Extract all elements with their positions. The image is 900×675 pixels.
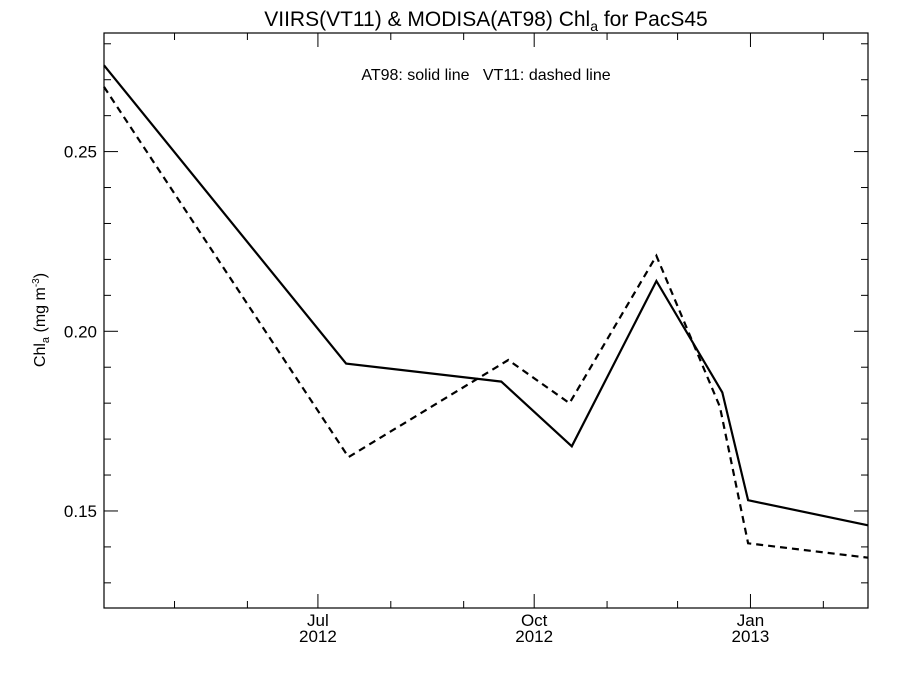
y-axis-label-unit-close: ) — [32, 273, 49, 278]
legend-text: AT98: solid line VT11: dashed line — [361, 67, 610, 84]
plot-frame — [103, 32, 869, 609]
x-tick-label-year: 2012 — [515, 627, 553, 646]
x-tick-label-month: Jan — [737, 611, 764, 630]
y-axis-label-unit: (mg m — [32, 287, 49, 337]
y-axis-label: Chla (mg m-3) — [31, 273, 52, 367]
y-axis-label-main: Chl — [32, 343, 49, 367]
y-axis-label-subscript: a — [40, 336, 52, 343]
series-line-at98 — [103, 64, 869, 527]
chart-title-main: VIIRS(VT11) & MODISA(AT98) Chl — [264, 8, 590, 31]
x-tick-label-month: Oct — [521, 611, 548, 630]
series-line-vt11 — [103, 86, 869, 559]
y-axis-label-unit-exponent: -3 — [31, 278, 42, 287]
series-lines — [103, 64, 869, 559]
y-tick-label: 0.25 — [64, 143, 97, 162]
x-tick-label-year: 2013 — [732, 627, 770, 646]
chart-title: VIIRS(VT11) & MODISA(AT98) Chla for PacS… — [264, 8, 707, 34]
x-tick-label-year: 2012 — [299, 627, 337, 646]
chart-title-tail: for PacS45 — [598, 8, 708, 31]
x-tick-label-month: Jul — [307, 611, 329, 630]
y-tick-label: 0.15 — [64, 502, 97, 521]
axis-ticks — [104, 33, 868, 608]
chart-title-subscript: a — [590, 18, 598, 34]
y-tick-label: 0.20 — [64, 322, 97, 341]
